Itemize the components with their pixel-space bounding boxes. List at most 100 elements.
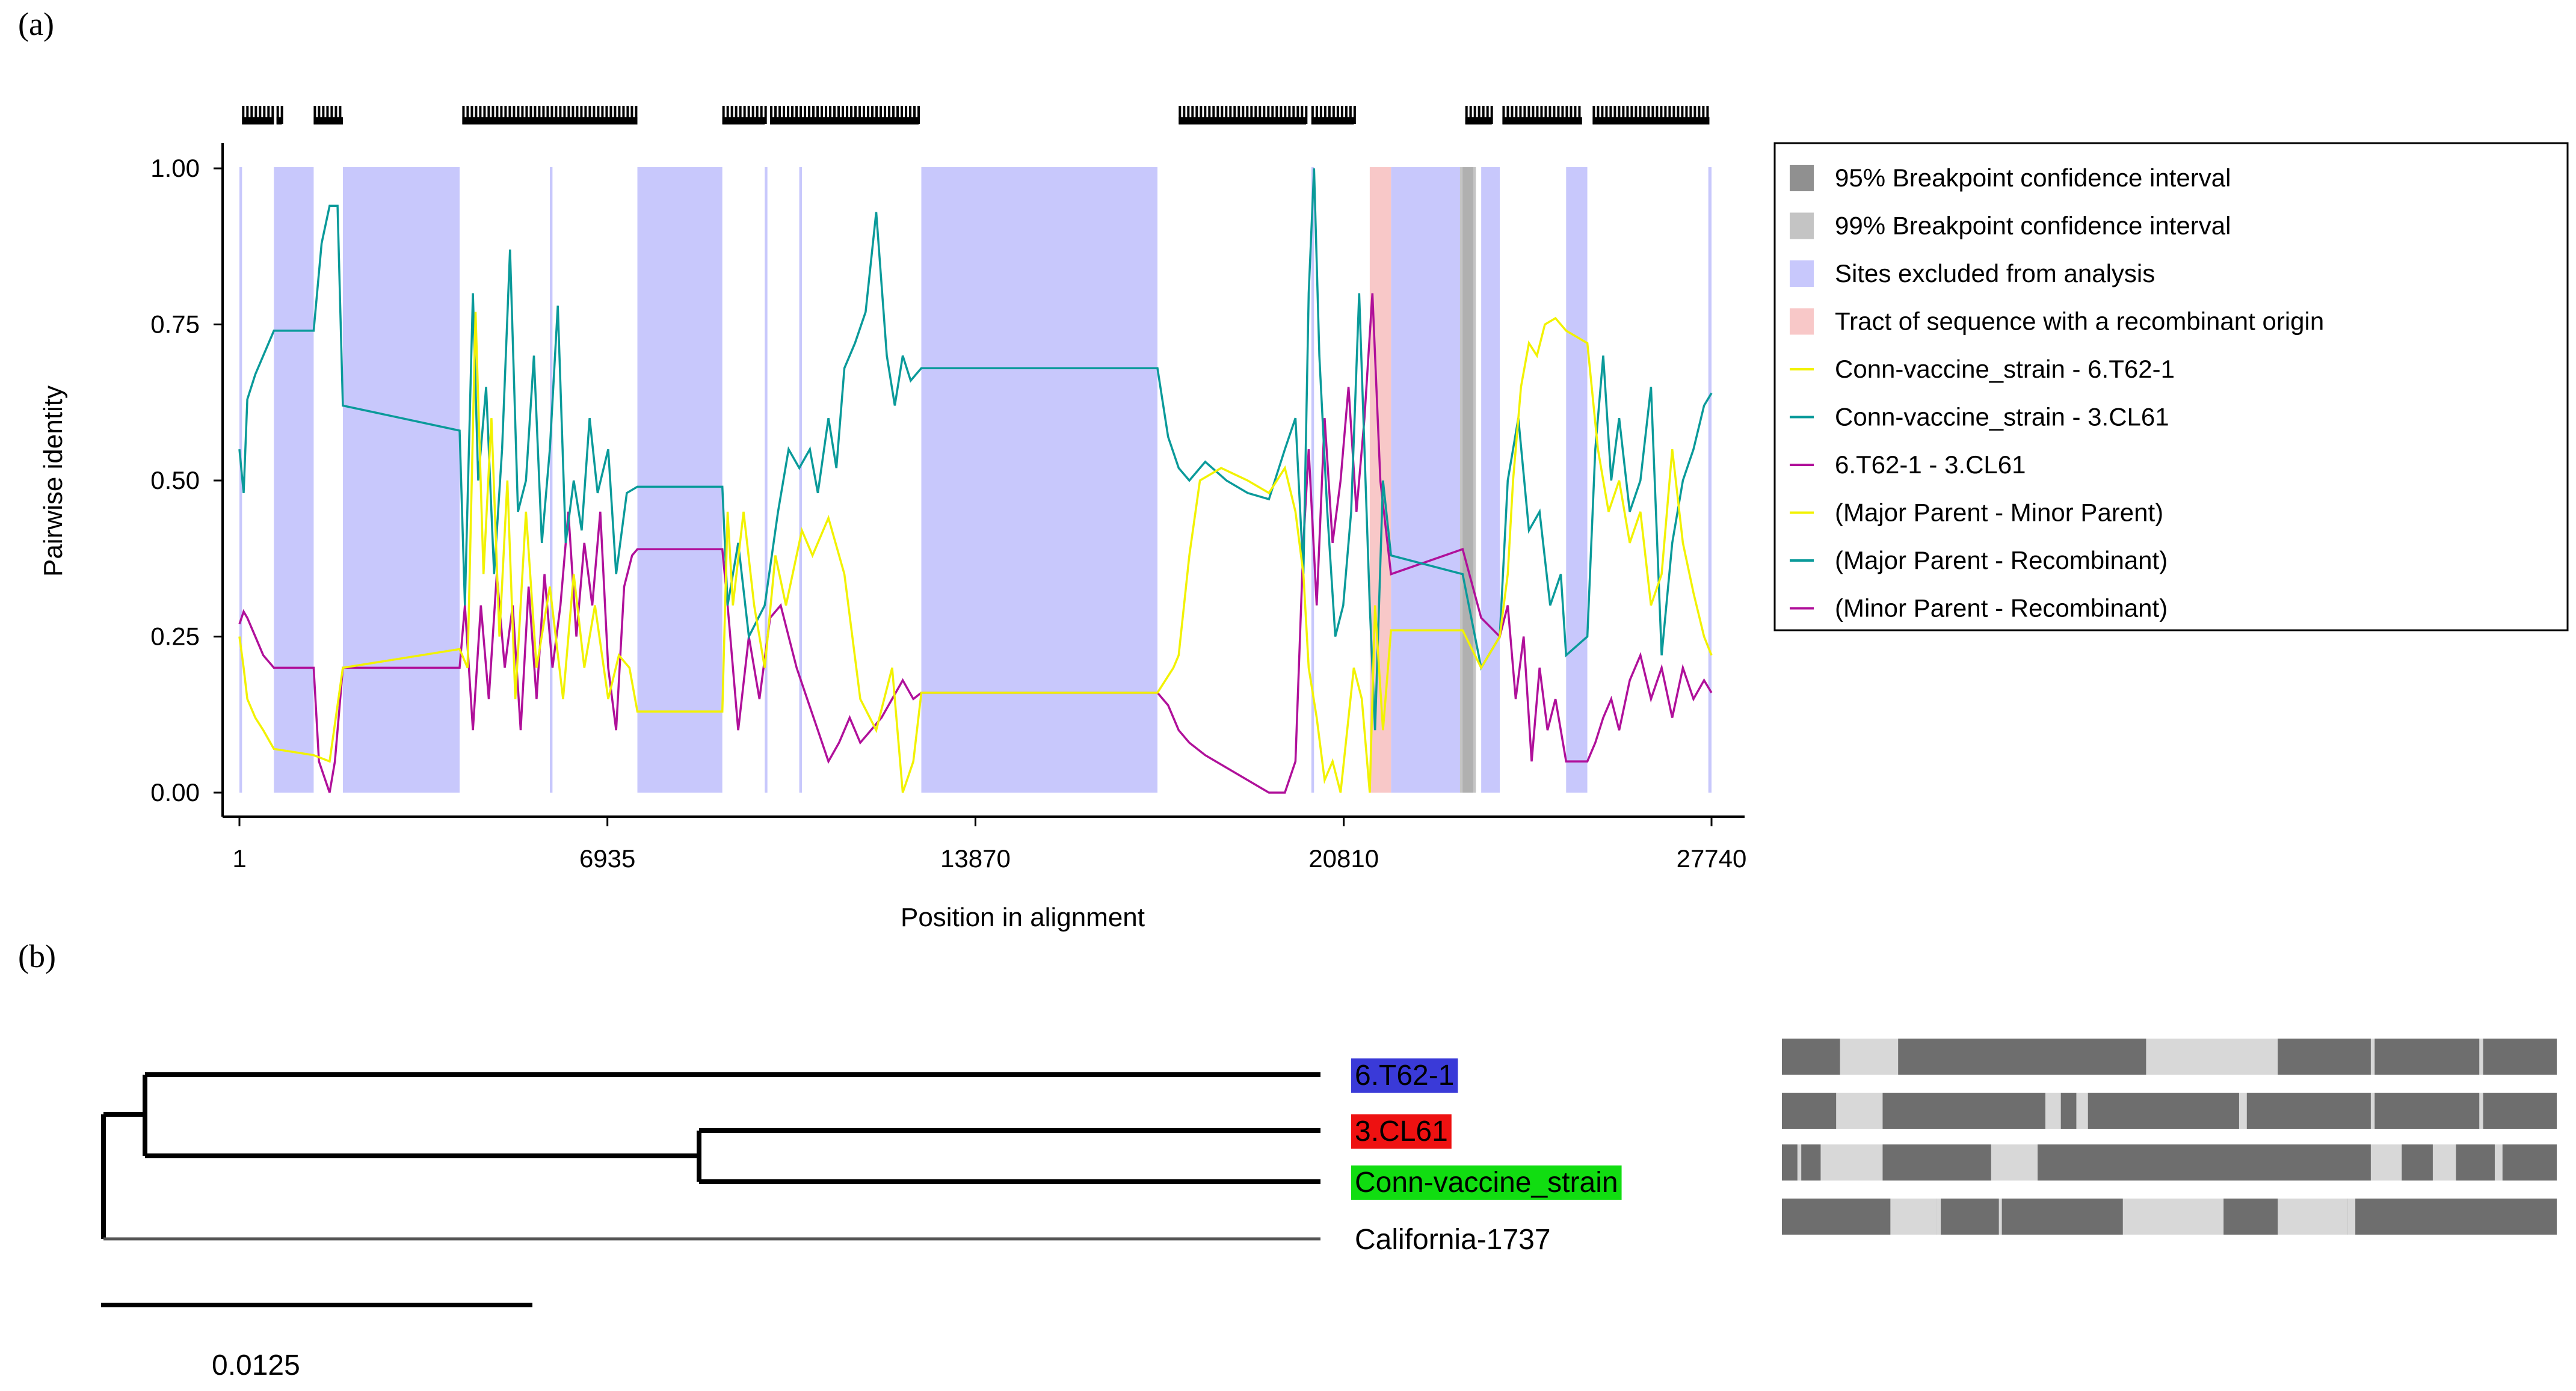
- site-tick: [1578, 106, 1581, 124]
- legend-label: Conn-vaccine_strain - 3.CL61: [1835, 403, 2169, 431]
- legend-item: 99% Breakpoint confidence interval: [1790, 212, 2231, 240]
- site-tick: [1323, 106, 1327, 124]
- site-block-bar: [1592, 117, 1710, 124]
- legend-label: (Major Parent - Minor Parent): [1835, 499, 2163, 527]
- site-tick: [1609, 106, 1612, 124]
- site-tick: [1204, 106, 1207, 124]
- y-tick-label: 0.25: [150, 622, 200, 651]
- y-tick-label: 1.00: [150, 154, 200, 182]
- series-line: [238, 168, 1713, 731]
- site-tick: [730, 106, 733, 124]
- site-tick: [1349, 106, 1352, 124]
- site-tick: [567, 106, 570, 124]
- taxon-label: 3.CL61: [1351, 1114, 1452, 1149]
- site-tick: [774, 106, 777, 124]
- site-tick: [1482, 106, 1485, 124]
- site-tick: [1639, 106, 1642, 124]
- site-tick: [517, 106, 520, 124]
- site-tick: [747, 106, 750, 124]
- site-tick: [483, 106, 486, 124]
- site-tick: [804, 106, 807, 124]
- taxon-highlight: [1351, 1165, 1622, 1200]
- site-tick: [913, 106, 916, 124]
- site-tick: [496, 106, 499, 124]
- y-ticks: 0.00 0.25 0.50 0.75 1.00: [150, 154, 223, 806]
- site-tick: [326, 106, 329, 124]
- site-tick: [1200, 106, 1203, 124]
- site-tick: [800, 106, 803, 124]
- site-block: [1502, 106, 1582, 124]
- legend-item: Conn-vaccine_strain - 6.T62-1: [1790, 355, 2175, 383]
- taxon-highlight: [1351, 1058, 1458, 1093]
- y-tick-label: 0.00: [150, 778, 200, 806]
- site-tick: [756, 106, 759, 124]
- legend-item: 6.T62-1 - 3.CL61: [1790, 450, 2026, 479]
- site-tick: [1605, 106, 1608, 124]
- site-tick: [470, 106, 473, 124]
- excluded-region: [637, 167, 723, 793]
- phylogenetic-tree: 0.0125 6.T62-1 3.CL61 Conn-vaccine_strain C…: [101, 1058, 1622, 1381]
- site-tick: [529, 106, 532, 124]
- series-line: [238, 293, 1713, 794]
- site-tick: [550, 106, 553, 124]
- site-tick: [1242, 106, 1245, 124]
- site-tick: [1288, 106, 1291, 124]
- site-tick: [783, 106, 786, 124]
- site-tick: [1221, 106, 1224, 124]
- site-tick: [1271, 106, 1274, 124]
- site-tick: [1179, 106, 1182, 124]
- site-tick: [1486, 106, 1489, 124]
- site-tick: [513, 106, 516, 124]
- site-tick: [1698, 106, 1701, 124]
- site-block-bar: [276, 117, 282, 124]
- ci95-region: [1462, 167, 1473, 793]
- similarity-segment: [2278, 1199, 2348, 1235]
- site-tick: [525, 106, 528, 124]
- legend-label: Sites excluded from analysis: [1835, 259, 2155, 287]
- site-tick: [1229, 106, 1232, 124]
- site-tick: [276, 106, 279, 124]
- similarity-segment: [2432, 1144, 2456, 1181]
- scale-bar-label: 0.0125: [212, 1350, 300, 1381]
- x-tick-label: 20810: [1308, 844, 1379, 873]
- legend-label: Tract of sequence with a recombinant ori…: [1835, 307, 2324, 336]
- site-tick: [1681, 106, 1684, 124]
- site-tick: [572, 106, 575, 124]
- site-tick: [250, 106, 253, 124]
- site-tick: [764, 106, 767, 124]
- site-tick: [546, 106, 549, 124]
- site-tick: [334, 106, 337, 124]
- site-tick: [1557, 106, 1560, 124]
- excluded-region: [1311, 167, 1314, 793]
- site-tick: [1540, 106, 1543, 124]
- site-tick: [1345, 106, 1348, 124]
- site-block: [462, 106, 638, 124]
- x-axis-title: Position in alignment: [901, 903, 1145, 932]
- site-tick: [1548, 106, 1551, 124]
- taxon-label: Conn-vaccine_strain: [1351, 1165, 1622, 1200]
- site-tick: [1706, 106, 1709, 124]
- legend-label: (Major Parent - Recombinant): [1835, 546, 2168, 574]
- similarity-segment: [2122, 1199, 2224, 1235]
- site-tick: [1502, 106, 1505, 124]
- site-tick: [896, 106, 899, 124]
- site-tick: [850, 106, 853, 124]
- similarity-segment: [2146, 1039, 2278, 1075]
- site-tick: [1259, 106, 1262, 124]
- site-tick: [1267, 106, 1270, 124]
- site-tick: [630, 106, 633, 124]
- site-tick: [1233, 106, 1236, 124]
- breakpoint-ci-regions: [1459, 167, 1476, 793]
- site-tick: [863, 106, 866, 124]
- excluded-region: [1391, 167, 1463, 793]
- site-tick: [726, 106, 729, 124]
- site-tick: [580, 106, 583, 124]
- site-tick: [1592, 106, 1595, 124]
- informative-sites-track: [242, 106, 1710, 124]
- site-tick: [508, 106, 511, 124]
- site-tick: [871, 106, 874, 124]
- site-tick: [739, 106, 742, 124]
- site-tick: [1689, 106, 1692, 124]
- similarity-segment: [1937, 1199, 1941, 1235]
- legend-frame: [1773, 142, 2569, 631]
